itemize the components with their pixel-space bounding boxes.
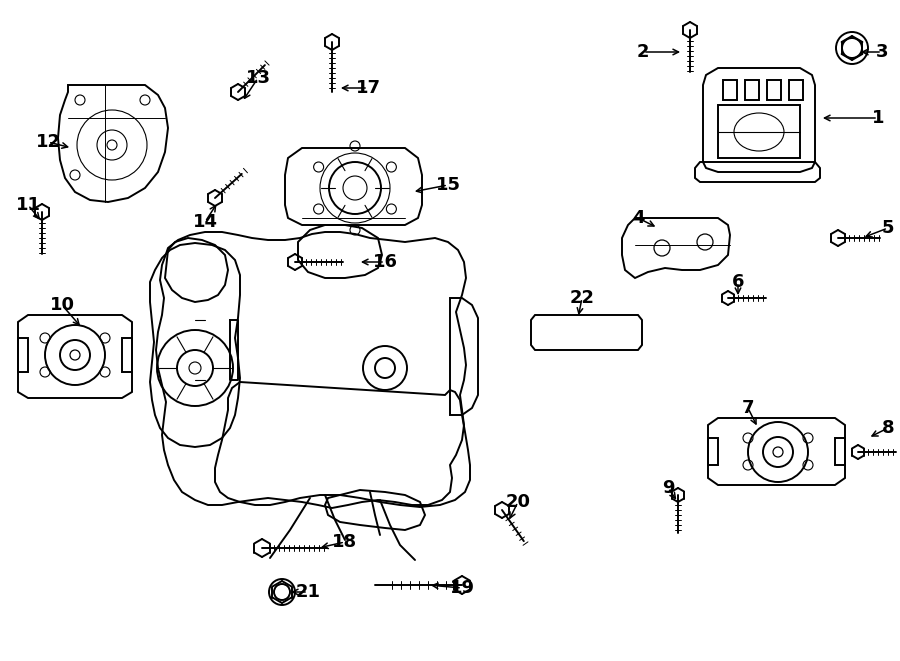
- Text: 19: 19: [449, 579, 474, 597]
- Text: 21: 21: [295, 583, 320, 601]
- Text: 22: 22: [570, 289, 595, 307]
- Text: 9: 9: [662, 479, 674, 497]
- Text: 5: 5: [882, 219, 895, 237]
- Text: 14: 14: [193, 213, 218, 231]
- Text: 2: 2: [637, 43, 649, 61]
- Text: 15: 15: [436, 176, 461, 194]
- Text: 6: 6: [732, 273, 744, 291]
- Text: 12: 12: [35, 133, 60, 151]
- Text: 8: 8: [882, 419, 895, 437]
- Text: 1: 1: [872, 109, 884, 127]
- Text: 4: 4: [632, 209, 644, 227]
- Text: 10: 10: [50, 296, 75, 314]
- Text: 18: 18: [332, 533, 357, 551]
- Text: 17: 17: [356, 79, 381, 97]
- Text: 13: 13: [246, 69, 271, 87]
- Text: 11: 11: [15, 196, 40, 214]
- Text: 3: 3: [876, 43, 888, 61]
- Text: 7: 7: [742, 399, 754, 417]
- Text: 16: 16: [373, 253, 398, 271]
- Text: 20: 20: [506, 493, 530, 511]
